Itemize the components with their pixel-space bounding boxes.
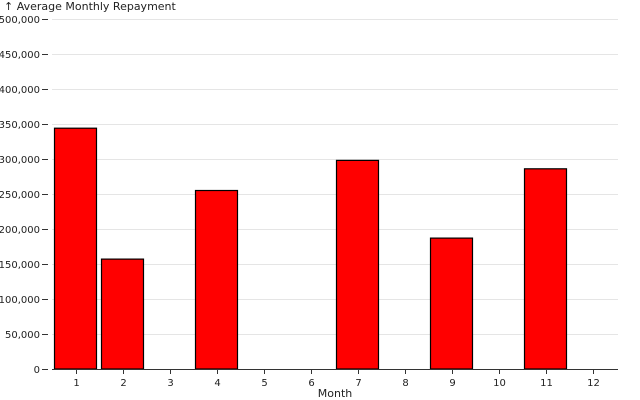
x-tick-label: 11 bbox=[540, 378, 553, 389]
y-tick-label: 50,000 bbox=[5, 330, 40, 341]
y-tick-label: 400,000 bbox=[0, 85, 40, 96]
x-tick-label: 12 bbox=[587, 378, 600, 389]
bars bbox=[53, 127, 568, 370]
bar-month-7 bbox=[335, 159, 380, 370]
y-tick-label: 100,000 bbox=[0, 295, 40, 306]
y-tick-label: 0 bbox=[34, 365, 40, 376]
y-tick-label: 500,000 bbox=[0, 15, 40, 26]
gridlines bbox=[52, 19, 618, 335]
y-tick-label: 150,000 bbox=[0, 260, 40, 271]
y-tick-label: 350,000 bbox=[0, 120, 40, 131]
y-axis-title: ↑ Average Monthly Repayment bbox=[4, 0, 177, 13]
bar-month-4 bbox=[194, 189, 239, 370]
x-tick-label: 10 bbox=[493, 378, 506, 389]
x-tick-label: 2 bbox=[120, 378, 126, 389]
x-tick-label: 3 bbox=[167, 378, 173, 389]
x-tick-label: 5 bbox=[261, 378, 267, 389]
y-axis: 0 50,000 100,000 150,000 200,000 250,000 300,0… bbox=[0, 15, 48, 376]
x-tick-label: 1 bbox=[73, 378, 79, 389]
y-tick-label: 300,000 bbox=[0, 155, 40, 166]
bar-month-9 bbox=[429, 237, 474, 370]
x-tick-label: 8 bbox=[402, 378, 408, 389]
bar-month-11 bbox=[523, 168, 568, 370]
x-tick-label: 7 bbox=[355, 378, 361, 389]
x-tick-label: 4 bbox=[214, 378, 220, 389]
x-axis-title: Month bbox=[318, 387, 353, 400]
x-tick-label: 9 bbox=[449, 378, 455, 389]
bar-month-1 bbox=[53, 127, 98, 370]
y-tick-label: 450,000 bbox=[0, 50, 40, 61]
y-tick-label: 250,000 bbox=[0, 190, 40, 201]
x-tick-label: 6 bbox=[308, 378, 314, 389]
x-axis: 1 2 3 4 5 6 7 8 9 10 11 12 bbox=[52, 369, 618, 389]
y-tick-label: 200,000 bbox=[0, 225, 40, 236]
bar-month-2 bbox=[100, 258, 145, 370]
